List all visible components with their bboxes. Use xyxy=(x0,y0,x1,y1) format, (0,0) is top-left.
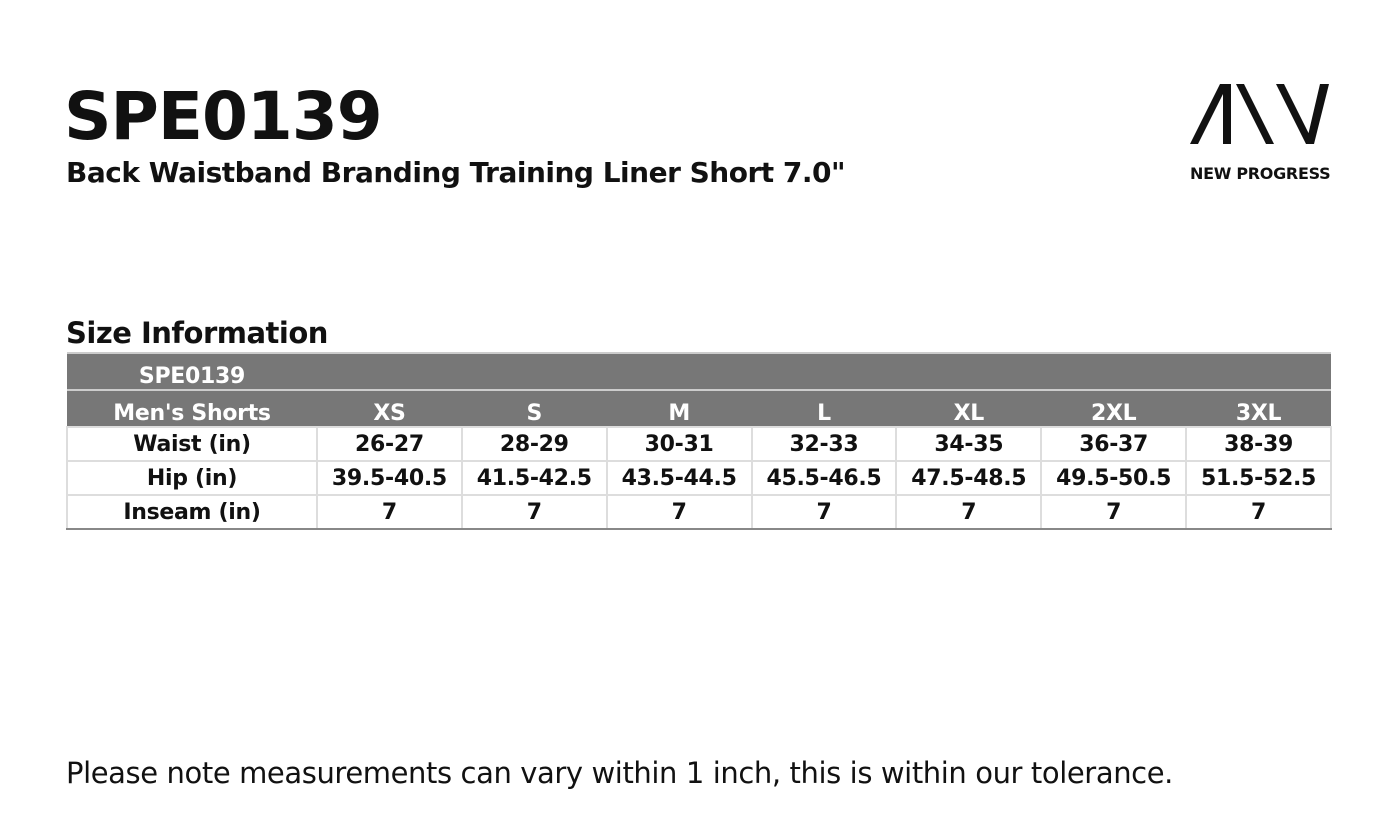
column-header: 3XL xyxy=(1186,389,1331,427)
column-header: XL xyxy=(896,389,1042,427)
logo-mark xyxy=(1190,84,1329,144)
column-header: XS xyxy=(317,389,462,427)
cell: 7 xyxy=(750,494,898,530)
cell: 36-37 xyxy=(1040,426,1188,462)
header-cell: SPE0139 xyxy=(67,352,317,390)
row-label: Waist (in) xyxy=(66,426,318,462)
header-cell: Men's Shorts xyxy=(67,389,317,427)
footnote: Please note measurements can vary within… xyxy=(66,756,1173,790)
column-header: S xyxy=(461,389,607,427)
row-label: Hip (in) xyxy=(66,460,318,496)
table-row: Inseam (in) 7 7 7 7 7 7 7 xyxy=(66,494,1332,530)
cell: 7 xyxy=(1185,494,1332,530)
section-title: Size Information xyxy=(66,316,328,350)
column-header: 2XL xyxy=(1041,389,1187,427)
header-row: Men's Shorts XS S M L XL 2XL 3XL xyxy=(67,389,1331,427)
table-row: Hip (in) 39.5-40.5 41.5-42.5 43.5-44.5 45.5-… xyxy=(66,460,1332,496)
cell: 45.5-46.5 xyxy=(750,460,898,496)
cell: 49.5-50.5 xyxy=(1040,460,1188,496)
cell: 38-39 xyxy=(1185,426,1332,462)
cell: 51.5-52.5 xyxy=(1185,460,1332,496)
cell: 43.5-44.5 xyxy=(605,460,753,496)
table-row: Waist (in) 26-27 28-29 30-31 32-33 34-35 36-37… xyxy=(66,426,1332,462)
cell: 28-29 xyxy=(460,426,608,462)
cell: 7 xyxy=(895,494,1043,530)
logo-text: NEW PROGRESS xyxy=(1190,164,1331,183)
cell: 7 xyxy=(460,494,608,530)
product-code: SPE0139 xyxy=(64,78,383,155)
product-name: Back Waistband Branding Training Liner S… xyxy=(66,156,846,189)
cell: 34-35 xyxy=(895,426,1043,462)
header-cell xyxy=(317,352,1331,390)
cell: 47.5-48.5 xyxy=(895,460,1043,496)
cell: 7 xyxy=(1040,494,1188,530)
column-header: M xyxy=(606,389,752,427)
size-table: SPE0139 Men's Shorts XS S M L XL 2XL 3XL Waist (i… xyxy=(66,352,1332,530)
cell: 30-31 xyxy=(605,426,753,462)
cell: 7 xyxy=(605,494,753,530)
cell: 41.5-42.5 xyxy=(460,460,608,496)
column-header: L xyxy=(751,389,897,427)
cell: 39.5-40.5 xyxy=(316,460,463,496)
row-label: Inseam (in) xyxy=(66,494,318,530)
cell: 26-27 xyxy=(316,426,463,462)
cell: 32-33 xyxy=(750,426,898,462)
cell: 7 xyxy=(316,494,463,530)
header-row: SPE0139 xyxy=(67,352,1331,390)
